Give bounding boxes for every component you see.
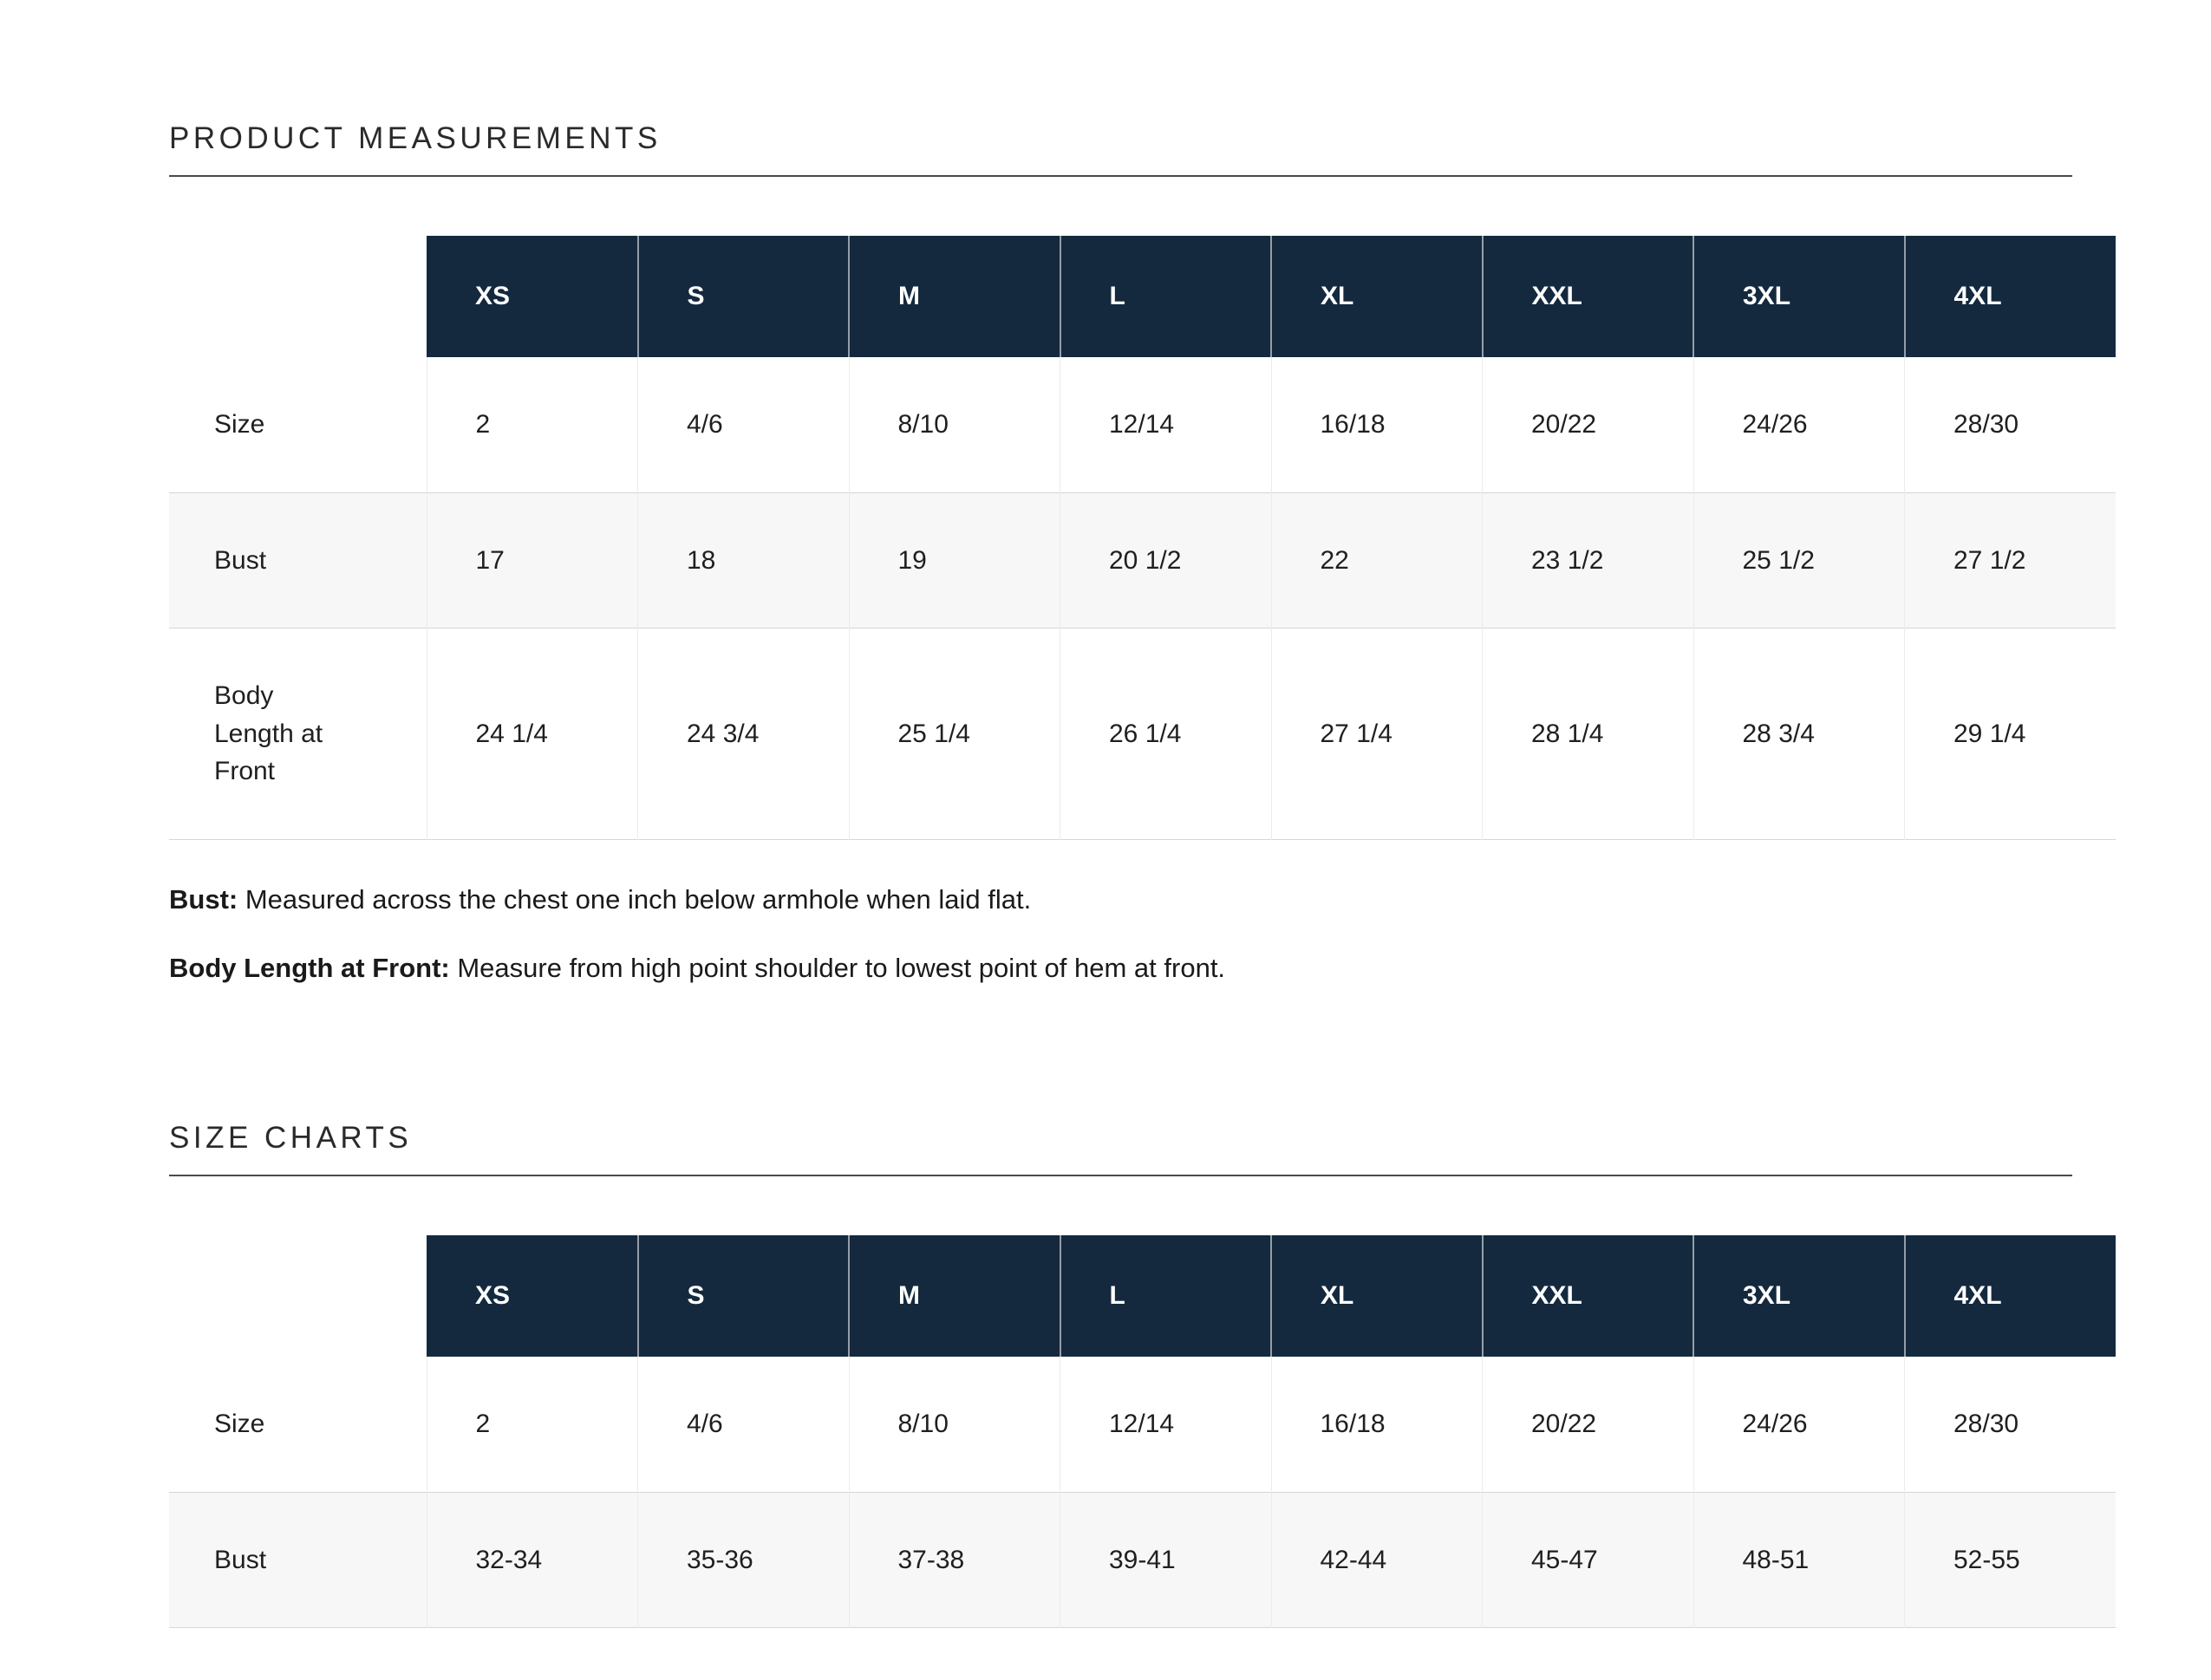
column-header: L [1059, 236, 1271, 357]
column-header: L [1059, 1235, 1271, 1358]
table-corner-cell [169, 236, 427, 357]
table-cell: 25 1/2 [1692, 492, 1905, 628]
table-cell: 39-41 [1060, 1492, 1271, 1628]
column-header: XXL [1481, 1235, 1693, 1358]
table-cell: 27 1/4 [1270, 628, 1483, 839]
table-cell: 16/18 [1270, 1357, 1483, 1493]
table-cell: 16/18 [1270, 357, 1483, 492]
table-cell: 25 1/4 [848, 628, 1060, 839]
table-cell: 48-51 [1692, 1492, 1905, 1628]
size-table: XS S M L XL XXL 3XL 4XL Size 2 4/6 8/10 12/14 16/18 2… [169, 1235, 2116, 1628]
section-title: SIZE CHARTS [169, 1121, 2072, 1177]
table-cell: 20 1/2 [1060, 492, 1271, 628]
table-cell: 28 3/4 [1692, 628, 1905, 839]
row-label: Bust [214, 1545, 267, 1574]
row-label: Body Length at Front [214, 681, 323, 785]
measurement-section: SIZE CHARTS XS S M L XL XXL 3XL 4XL Size 2 4/6 8/1… [169, 1121, 2116, 1628]
note-term: Body Length at Front: [169, 953, 450, 984]
table-row: Bust 17 18 19 20 1/2 22 23 1/2 25 1/2 27 1/2 [169, 492, 2116, 628]
note-text: Measure from high point shoulder to lowe… [449, 953, 1226, 984]
table-cell: 12/14 [1060, 1357, 1271, 1493]
table-cell: 28/30 [1904, 1357, 2116, 1493]
column-header: M [848, 236, 1060, 357]
table-cell: 24 3/4 [637, 628, 849, 839]
row-label: Bust [214, 545, 267, 575]
note-text: Measured across the chest one inch below… [238, 883, 1032, 915]
table-cell: 24 1/4 [426, 628, 638, 839]
table-row: Bust 32-34 35-36 37-38 39-41 42-44 45-47 48-51 5… [169, 1492, 2116, 1628]
column-header: XL [1270, 236, 1483, 357]
column-header: 3XL [1692, 1235, 1905, 1358]
table-cell: 35-36 [637, 1492, 849, 1628]
table-cell: 8/10 [848, 1357, 1060, 1493]
row-label: Size [214, 410, 265, 439]
table-cell: 19 [848, 492, 1060, 628]
table-cell: 24/26 [1692, 1357, 1905, 1493]
table-cell: 20/22 [1482, 357, 1693, 492]
table-cell: 32-34 [426, 1492, 638, 1628]
table-cell: 20/22 [1482, 1357, 1693, 1493]
table-cell: 4/6 [637, 1357, 849, 1493]
column-header: XL [1270, 1235, 1483, 1358]
table-cell: 28/30 [1904, 357, 2116, 492]
table-cell: 29 1/4 [1904, 628, 2116, 839]
table-cell: 22 [1270, 492, 1483, 628]
column-header: XS [427, 236, 638, 357]
row-label: Size [214, 1410, 265, 1439]
table-cell: 28 1/4 [1482, 628, 1693, 839]
note-term: Bust: [169, 883, 238, 915]
table-cell: 2 [426, 357, 638, 492]
table-cell: 52-55 [1904, 1492, 2116, 1628]
size-table: XS S M L XL XXL 3XL 4XL Size 2 4/6 8/10 12/14 16/18 2… [169, 236, 2116, 840]
table-corner-cell [169, 1235, 427, 1358]
measurement-note: Body Length at Front: Measure from high … [169, 950, 2072, 987]
table-row: Size 2 4/6 8/10 12/14 16/18 20/22 24/26 28/30 [169, 1357, 2116, 1493]
table-cell: 27 1/2 [1904, 492, 2116, 628]
table-cell: 8/10 [848, 357, 1060, 492]
measurement-section: PRODUCT MEASUREMENTS XS S M L XL XXL 3XL 4XL Si… [169, 121, 2116, 987]
table-cell: 2 [426, 1357, 638, 1493]
column-header: M [848, 1235, 1060, 1358]
table-cell: 18 [637, 492, 849, 628]
column-header: XS [427, 1235, 638, 1358]
table-header-row: XS S M L XL XXL 3XL 4XL [169, 1235, 2116, 1358]
table-cell: 26 1/4 [1060, 628, 1271, 839]
table-cell: 23 1/2 [1482, 492, 1693, 628]
section-title: PRODUCT MEASUREMENTS [169, 121, 2072, 177]
table-cell: 42-44 [1270, 1492, 1483, 1628]
column-header: 4XL [1903, 236, 2116, 357]
table-row: Size 2 4/6 8/10 12/14 16/18 20/22 24/26 28/30 [169, 357, 2116, 492]
table-header-row: XS S M L XL XXL 3XL 4XL [169, 236, 2116, 357]
table-cell: 24/26 [1692, 357, 1905, 492]
table-cell: 45-47 [1482, 1492, 1693, 1628]
measurement-note: Bust: Measured across the chest one inch… [169, 882, 2072, 918]
column-header: 4XL [1903, 1235, 2116, 1358]
column-header: 3XL [1692, 236, 1905, 357]
column-header: S [636, 1235, 849, 1358]
column-header: XXL [1481, 236, 1693, 357]
table-cell: 4/6 [637, 357, 849, 492]
table-cell: 17 [426, 492, 638, 628]
table-cell: 12/14 [1060, 357, 1271, 492]
column-header: S [636, 236, 849, 357]
notes: Bust: Measured across the chest one inch… [169, 882, 2072, 987]
table-cell: 37-38 [848, 1492, 1060, 1628]
table-row: Body Length at Front 24 1/4 24 3/4 25 1/4 26… [169, 628, 2116, 839]
